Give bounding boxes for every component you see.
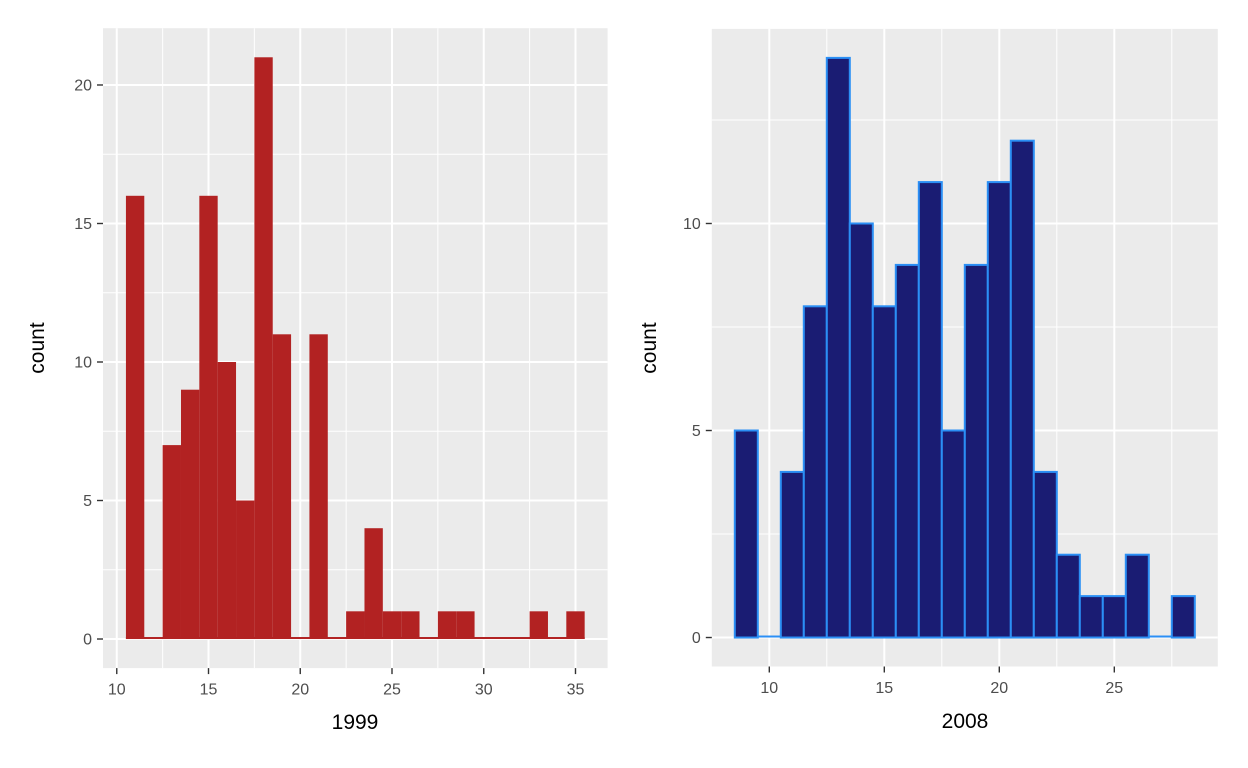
histogram-bar-2008-9 [733,429,759,639]
y-tick-label: 10 [683,216,701,233]
histogram-bar-1999-26 [401,611,420,640]
y-tick-label: 15 [74,216,92,233]
histogram-bar-2008-17 [917,181,943,639]
histogram-bar-1999-29 [456,611,475,640]
y-tick-label: 20 [74,77,92,94]
histogram-bar-1999-28 [437,611,457,640]
x-tick-label: 25 [1105,680,1123,697]
histogram-bar-1999-19 [272,334,292,640]
y-axis-title-1999: count [26,322,49,374]
histogram-bar-1999-35 [566,611,585,640]
y-axis-title-2008: count [638,322,661,374]
histogram-bar-2008-26 [1124,553,1150,639]
histogram-bar-1999-24 [364,528,383,640]
x-tick-label: 20 [990,680,1008,697]
histogram-bar-2008-13 [825,56,851,639]
histogram-bar-2008-21 [1009,139,1035,639]
histogram-bar-2008-23 [1055,553,1081,639]
histogram-bar-2008-15 [871,305,897,639]
x-tick-label: 10 [760,680,778,697]
histogram-bar-1999-13 [162,445,181,640]
x-tick-label: 30 [475,682,493,699]
histogram-bar-1999-16 [217,362,237,640]
histogram-bar-1999-14 [180,389,200,640]
histogram-bar-2008-22 [1032,470,1058,639]
histogram-bar-1999-21 [309,334,328,640]
histogram-bar-2008-25 [1101,595,1127,639]
histogram-bar-2008-12 [802,305,828,639]
histogram-bar-2008-19 [963,263,989,639]
y-tick-label: 0 [692,630,701,647]
histogram-bar-2008-16 [894,263,920,639]
x-tick-label: 25 [383,682,401,699]
histogram-bar-1999-15 [199,195,218,640]
y-tick-label: 10 [74,355,92,372]
panel-1999: 10 15 20 25 30 35 0 5 10 15 20 [74,28,608,699]
x-tick-label: 10 [108,682,126,699]
histogram-bar-1999-23 [346,611,365,640]
panels-root: 10 15 20 25 30 35 0 5 10 15 20 10 15 20 25 0 5 10 [74,28,1218,699]
x-tick-label: 15 [875,680,893,697]
histogram-bar-2008-24 [1078,595,1104,639]
x-tick-label: 15 [200,682,218,699]
histogram-bar-1999-11 [125,195,145,640]
histogram-bar-2008-11 [779,470,805,639]
histogram-bar-1999-18 [254,57,273,640]
y-tick-label: 5 [83,493,92,510]
histogram-bar-1999-17 [236,500,255,640]
y-tick-label: 5 [692,423,701,440]
histogram-bar-2008-14 [848,222,874,639]
x-tick-label: 35 [567,682,585,699]
x-tick-label: 20 [291,682,309,699]
histogram-bar-2008-28 [1170,595,1196,639]
x-axis-title-1999: 1999 [332,711,379,734]
y-tick-label: 0 [83,632,92,649]
x-axis-title-2008: 2008 [942,710,989,733]
histogram-bar-1999-33 [529,611,548,640]
panel-2008: 10 15 20 25 0 5 10 [683,28,1218,697]
histogram-bar-1999-25 [382,611,402,640]
histogram-bar-2008-20 [986,181,1012,639]
histogram-bar-2008-18 [940,429,966,639]
